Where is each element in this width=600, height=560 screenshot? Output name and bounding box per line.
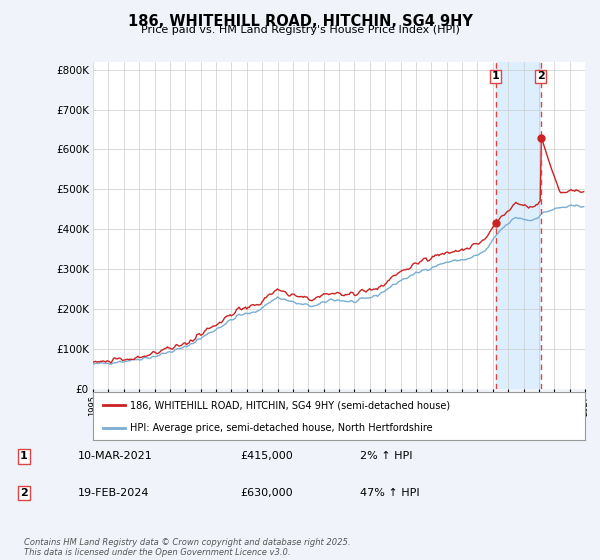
Text: 2: 2 xyxy=(20,488,28,498)
Text: £630,000: £630,000 xyxy=(240,488,293,498)
Text: 1: 1 xyxy=(20,451,28,461)
Text: 2% ↑ HPI: 2% ↑ HPI xyxy=(360,451,413,461)
Text: 19-FEB-2024: 19-FEB-2024 xyxy=(78,488,149,498)
Text: 186, WHITEHILL ROAD, HITCHIN, SG4 9HY: 186, WHITEHILL ROAD, HITCHIN, SG4 9HY xyxy=(128,14,472,29)
Bar xyxy=(496,62,541,389)
Text: HPI: Average price, semi-detached house, North Hertfordshire: HPI: Average price, semi-detached house,… xyxy=(130,423,433,433)
Text: £415,000: £415,000 xyxy=(240,451,293,461)
Text: 47% ↑ HPI: 47% ↑ HPI xyxy=(360,488,419,498)
Text: 1: 1 xyxy=(492,72,500,81)
Bar xyxy=(541,62,585,389)
Text: Price paid vs. HM Land Registry's House Price Index (HPI): Price paid vs. HM Land Registry's House … xyxy=(140,25,460,35)
Text: 2: 2 xyxy=(537,72,545,81)
Text: 10-MAR-2021: 10-MAR-2021 xyxy=(78,451,153,461)
Text: Contains HM Land Registry data © Crown copyright and database right 2025.
This d: Contains HM Land Registry data © Crown c… xyxy=(24,538,350,557)
Text: 186, WHITEHILL ROAD, HITCHIN, SG4 9HY (semi-detached house): 186, WHITEHILL ROAD, HITCHIN, SG4 9HY (s… xyxy=(130,400,450,410)
